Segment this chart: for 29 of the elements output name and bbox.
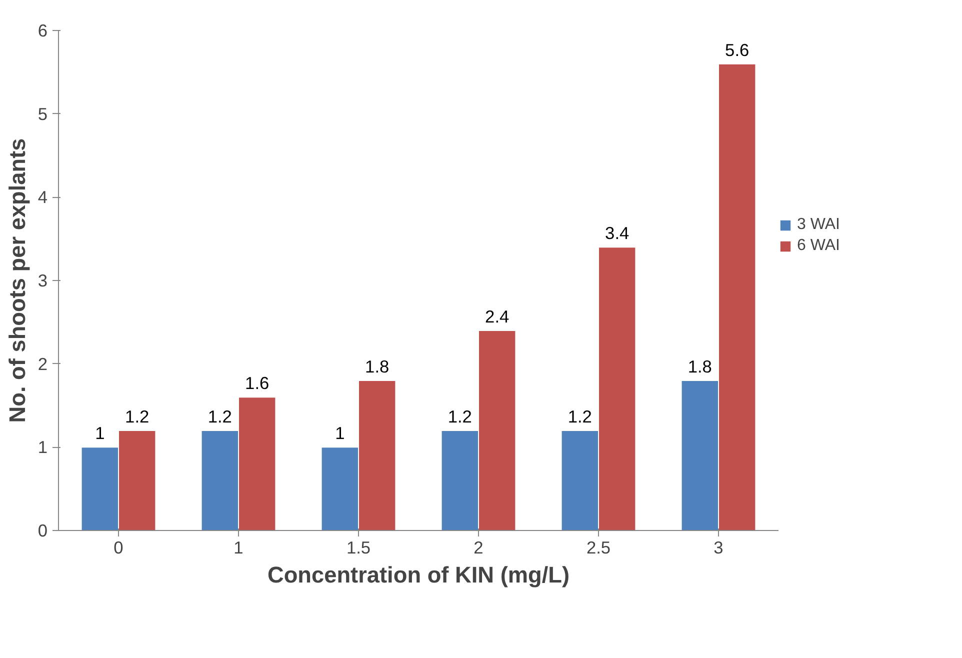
x-axis-title: Concentration of KIN (mg/L) [267, 562, 570, 588]
data-label: 1 [95, 423, 105, 444]
data-label: 1 [335, 423, 345, 444]
data-label: 1.2 [208, 406, 232, 426]
x-tick-label: 1.5 [346, 538, 371, 558]
legend-label: 3 WAI [797, 216, 840, 234]
data-label: 1.2 [568, 406, 592, 426]
x-tick-label: 2.5 [586, 538, 611, 558]
legend-label: 6 WAI [797, 237, 840, 255]
y-tick-label: 3 [38, 270, 48, 290]
data-label: 1.2 [448, 406, 472, 426]
x-tick-label: 1 [234, 538, 244, 558]
y-tick-label: 4 [38, 187, 48, 208]
y-tick-label: 0 [38, 520, 48, 540]
data-label: 3.4 [605, 223, 630, 244]
data-label: 1.8 [688, 356, 712, 376]
y-tick-label: 1 [38, 437, 48, 458]
data-label: 1.2 [125, 406, 150, 426]
data-label: 5.6 [725, 40, 750, 60]
data-label: 1.8 [365, 356, 390, 376]
y-tick-label: 5 [38, 104, 48, 124]
data-label: 2.4 [485, 306, 510, 326]
data-label: 1.6 [245, 373, 270, 394]
y-axis-title: No. of shoots per explants [4, 138, 30, 423]
x-tick-label: 0 [114, 538, 124, 558]
x-tick-label: 2 [474, 538, 484, 558]
y-tick-label: 6 [38, 20, 48, 40]
y-tick-label: 2 [38, 354, 48, 374]
x-tick-label: 3 [714, 538, 724, 558]
